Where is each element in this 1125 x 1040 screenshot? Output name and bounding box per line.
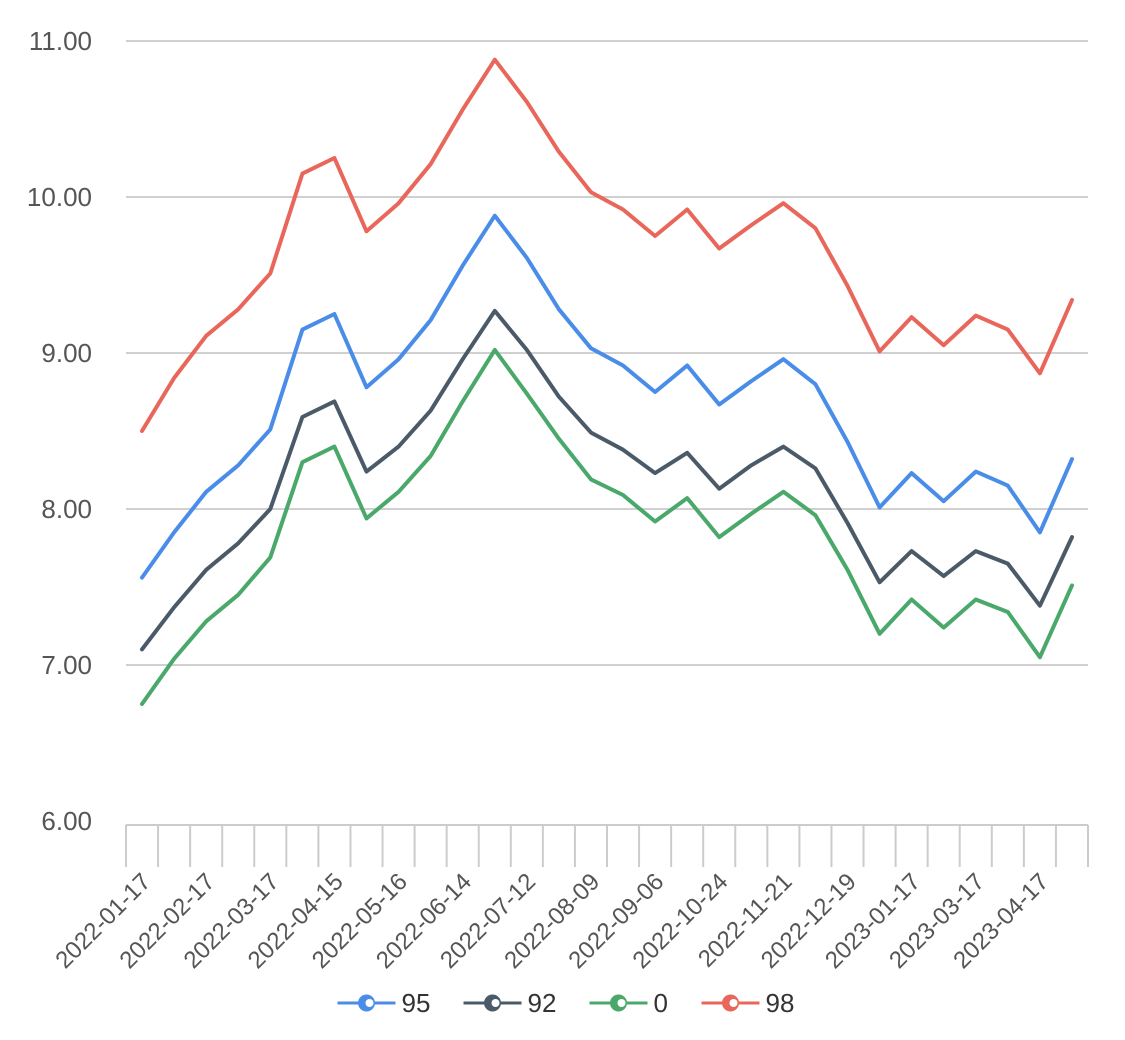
legend-label: 92 [528,988,557,1018]
legend-item-92: 92 [463,988,557,1018]
legend-marker-center [729,999,738,1007]
legend: 95 92 0 98 [337,988,795,1018]
series-line-98 [140,57,1074,433]
legend-label: 98 [766,988,795,1018]
axes: 6.007.008.009.0010.0011.002022-01-172022… [27,26,1089,974]
y-tick-label: 8.00 [41,494,92,524]
legend-label: 0 [654,988,668,1018]
legend-item-95: 95 [337,988,431,1018]
legend-label: 95 [402,988,431,1018]
y-tick-label: 11.00 [29,26,92,56]
legend-marker-center [617,999,626,1007]
series-line-92 [140,308,1074,652]
y-tick-label: 6.00 [41,806,92,836]
legend-marker-center [365,999,374,1007]
series-line-95 [140,213,1074,580]
y-tick-label: 10.00 [27,182,92,212]
grid-lines [126,40,1088,666]
legend-marker-center [491,999,500,1007]
y-tick-label: 9.00 [41,338,92,368]
series-lines [140,57,1074,706]
series-line-0 [140,347,1074,706]
legend-item-98: 98 [701,988,795,1018]
legend-item-0: 0 [589,988,668,1018]
y-tick-label: 7.00 [41,650,92,680]
